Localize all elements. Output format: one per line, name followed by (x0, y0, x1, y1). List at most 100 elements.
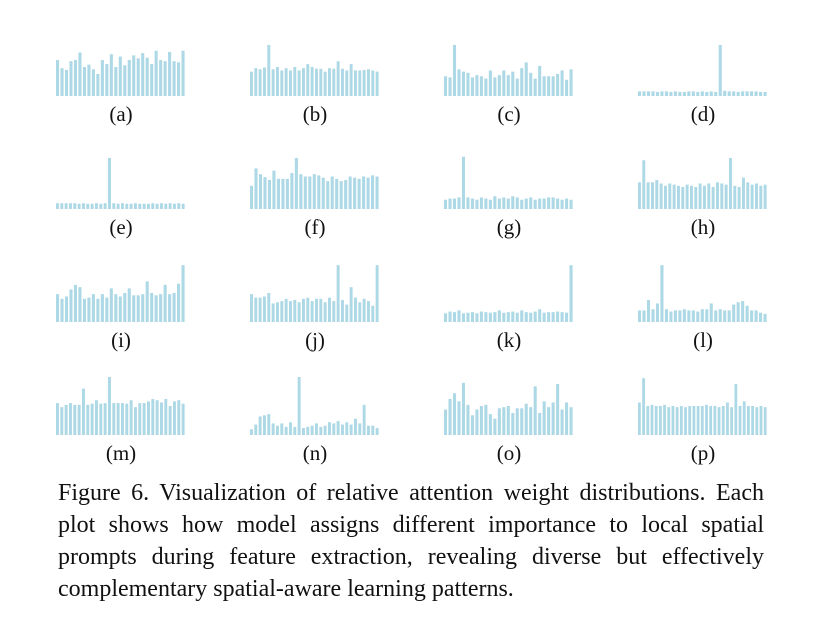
bar (289, 422, 292, 435)
bar (173, 401, 176, 435)
bar (134, 407, 137, 435)
bar (734, 383, 738, 435)
bar (310, 301, 314, 322)
bar (493, 77, 497, 96)
bar (682, 309, 686, 322)
bar (524, 198, 528, 209)
bar (145, 57, 149, 96)
chart-panel: (e) (56, 149, 186, 239)
bar (121, 403, 124, 435)
bar (335, 178, 339, 209)
bar (64, 296, 69, 322)
bar (700, 309, 704, 322)
bar (348, 176, 352, 209)
bar (328, 297, 331, 322)
bar (732, 304, 736, 322)
bar (77, 203, 81, 209)
bar (755, 407, 759, 435)
bar (524, 62, 528, 96)
bar (267, 180, 272, 209)
bar (542, 76, 546, 96)
bar (99, 403, 103, 435)
bar (129, 203, 133, 209)
bar (281, 178, 285, 209)
bar (105, 297, 109, 322)
bar (560, 70, 564, 96)
bar (319, 426, 323, 435)
panel-label: (a) (109, 102, 133, 126)
bar (763, 184, 767, 209)
bar (475, 409, 479, 435)
bar (328, 422, 331, 435)
bar (717, 407, 721, 435)
bar (127, 60, 131, 96)
bar (118, 56, 122, 96)
chart-panel: (c) (444, 36, 574, 126)
bar (737, 186, 741, 209)
bar (638, 91, 642, 96)
bar (132, 295, 136, 322)
bar (357, 178, 361, 209)
bar (91, 69, 95, 96)
bar (515, 78, 519, 96)
bar (64, 69, 69, 96)
bar (741, 301, 745, 322)
panel-label: (e) (109, 215, 133, 239)
bar (254, 424, 258, 435)
bar (142, 403, 146, 435)
bar (502, 407, 506, 435)
bar (730, 407, 734, 435)
bar (336, 61, 340, 96)
bar (729, 157, 732, 209)
bar (105, 64, 109, 96)
bar (73, 60, 78, 96)
bar (741, 91, 745, 96)
bar (705, 309, 709, 322)
bar (565, 402, 569, 435)
bar (750, 184, 754, 209)
bar (163, 284, 167, 322)
chart-panel: (d) (638, 36, 768, 126)
panel-label: (n) (302, 441, 328, 465)
bar (723, 310, 727, 322)
bar-chart (444, 44, 573, 96)
bar (448, 77, 452, 96)
bar (705, 404, 708, 435)
bar (551, 402, 555, 435)
bar (141, 294, 145, 322)
panel-label: (l) (693, 328, 713, 352)
bar (60, 203, 64, 209)
bar (497, 198, 501, 209)
bar (358, 423, 362, 435)
bar (542, 401, 546, 435)
bar (466, 312, 470, 322)
bar (267, 293, 271, 322)
bar (345, 70, 349, 96)
bar (673, 310, 677, 322)
bar (703, 185, 706, 209)
bar (669, 91, 673, 96)
bar (716, 182, 719, 209)
bar (723, 90, 727, 96)
bar (56, 203, 59, 209)
bar (671, 406, 675, 435)
bar (312, 174, 316, 209)
bar (484, 198, 488, 209)
bar (497, 310, 501, 322)
bar (341, 424, 344, 435)
bar (751, 406, 755, 435)
bar (655, 91, 660, 96)
bar (682, 91, 686, 96)
bar (367, 69, 370, 96)
bar (319, 298, 323, 322)
bar (506, 75, 510, 96)
bar (345, 422, 349, 435)
bar (551, 76, 555, 96)
bar (145, 281, 149, 322)
bar (315, 423, 318, 435)
bar (515, 408, 519, 435)
bar (344, 180, 348, 209)
bar (520, 199, 524, 209)
bar (750, 310, 754, 322)
panel-label: (g) (496, 215, 522, 239)
